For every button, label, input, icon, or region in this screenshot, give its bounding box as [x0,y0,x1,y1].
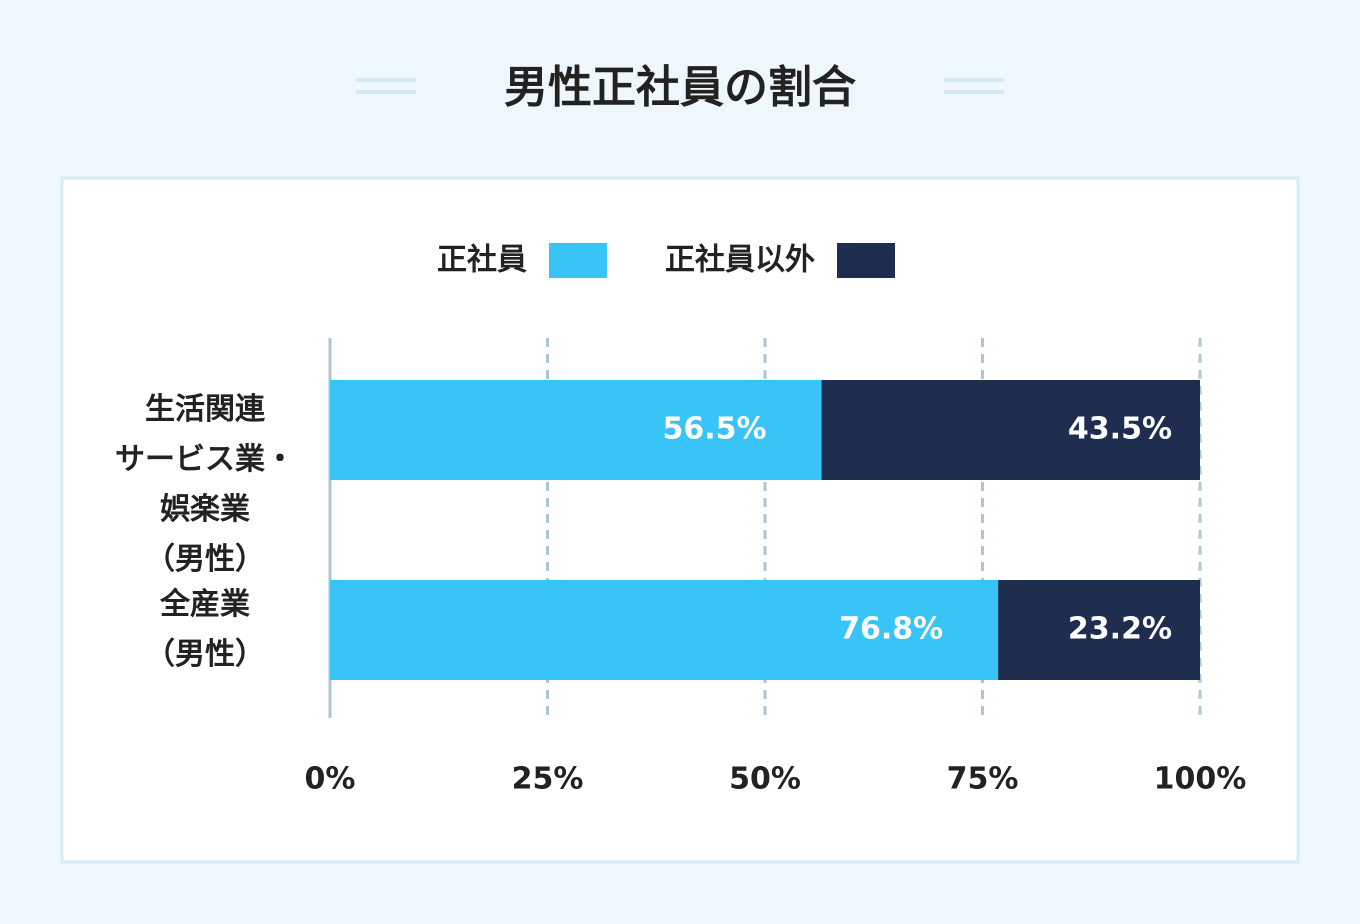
bar-segment [998,580,1200,680]
legend-swatch [837,243,895,278]
title-decoration [356,78,1004,94]
y-tick-label: 生活関連 サービス業・ 娯楽業 （男性） [115,392,295,577]
value-label: 56.5% [662,412,766,447]
bar-segment [330,380,822,480]
value-label: 43.5% [1068,412,1172,447]
x-tick-label: 75% [947,762,1019,797]
y-tick-label: 全産業 （男性） [145,587,265,672]
legend-label: 正社員 [437,243,527,278]
x-tick-label: 0% [305,762,356,797]
legend-swatch [549,243,607,278]
legend-label: 正社員以外 [665,243,815,278]
value-label: 76.8% [839,612,943,647]
bar-segment [330,580,999,680]
panel [60,176,1300,864]
x-tick-label: 25% [512,762,584,797]
value-label: 23.2% [1068,612,1172,647]
x-tick-label: 100% [1154,762,1247,797]
x-tick-label: 50% [729,762,801,797]
bar-segment [821,380,1200,480]
chart-title: 男性正社員の割合 [504,62,856,113]
